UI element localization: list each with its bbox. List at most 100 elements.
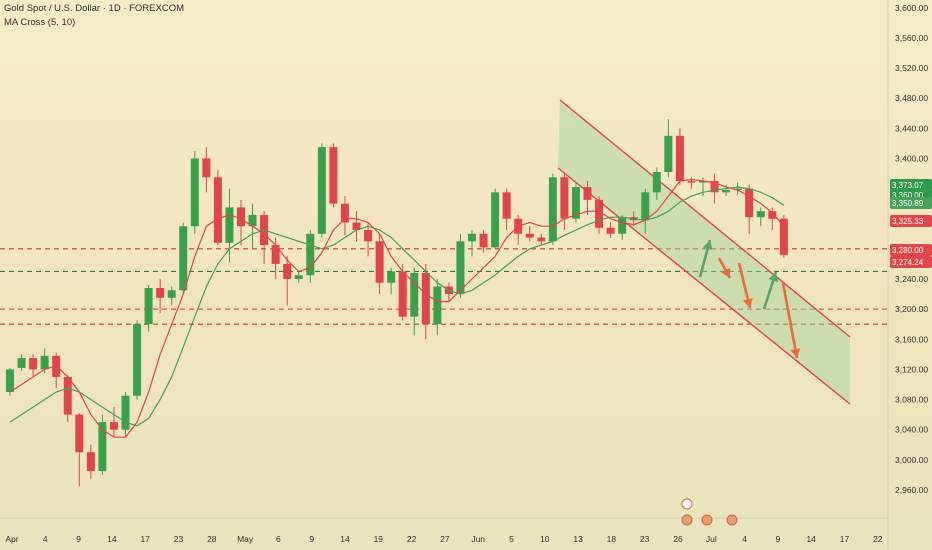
candle-body[interactable]: [167, 290, 176, 298]
y-tick-label: 3,240.00: [895, 274, 928, 284]
candle-body[interactable]: [75, 414, 84, 453]
candle-body[interactable]: [641, 192, 650, 221]
channel-upper-line[interactable]: [559, 99, 851, 338]
candle-body[interactable]: [271, 245, 280, 264]
channel-lower-line[interactable]: [557, 167, 851, 405]
candle-body[interactable]: [433, 286, 442, 325]
x-tick-label: May: [237, 534, 254, 544]
candle-body[interactable]: [756, 211, 765, 218]
x-tick-label: 9: [309, 534, 314, 544]
event-badge-icon[interactable]: [701, 514, 713, 526]
candle-body[interactable]: [548, 177, 557, 242]
symbol-title: Gold Spot / U.S. Dollar · 1D · FOREXCOM: [4, 3, 185, 14]
candle-body[interactable]: [571, 187, 580, 219]
candle-body[interactable]: [144, 288, 153, 325]
candle-body[interactable]: [63, 376, 72, 415]
x-tick-label: 23: [640, 534, 650, 544]
candle-body[interactable]: [6, 369, 14, 392]
candle-body[interactable]: [156, 288, 165, 298]
down-arrow: [781, 282, 799, 359]
candle-body[interactable]: [387, 271, 396, 283]
channel-fill[interactable]: [558, 100, 850, 404]
candle-body[interactable]: [560, 177, 569, 219]
candle-body[interactable]: [652, 172, 661, 193]
candle-body[interactable]: [687, 181, 696, 183]
candle-body[interactable]: [398, 271, 407, 317]
candle-body[interactable]: [364, 230, 373, 242]
event-badge-icon[interactable]: [681, 498, 693, 510]
x-tick-label: 19: [374, 534, 384, 544]
candle-body[interactable]: [190, 158, 199, 227]
candle-body[interactable]: [699, 181, 707, 183]
y-tick-label: 2,960.00: [895, 485, 928, 495]
x-tick-label: 14: [107, 534, 117, 544]
candle-body[interactable]: [468, 233, 476, 242]
candle-body[interactable]: [525, 233, 534, 238]
candle-body[interactable]: [675, 135, 684, 182]
candle-body[interactable]: [109, 422, 118, 430]
candle-body[interactable]: [710, 181, 719, 193]
candle-body[interactable]: [722, 190, 731, 193]
candle-body[interactable]: [340, 203, 349, 223]
candle-body[interactable]: [421, 272, 430, 325]
candle-body[interactable]: [248, 214, 257, 227]
candle-body[interactable]: [606, 227, 615, 234]
candle-body[interactable]: [202, 158, 211, 178]
candle-body[interactable]: [733, 188, 742, 191]
event-badge-icon[interactable]: [681, 514, 693, 526]
candle-body[interactable]: [745, 188, 754, 218]
down-arrow-head: [790, 348, 801, 358]
candle-body[interactable]: [121, 395, 130, 430]
y-tick-label: 3,520.00: [895, 63, 928, 73]
candle-body[interactable]: [294, 275, 303, 279]
x-tick-label: 9: [76, 534, 81, 544]
candle-body[interactable]: [618, 217, 627, 234]
price-label-text: 3,325.33: [892, 217, 924, 226]
candle-body[interactable]: [352, 222, 361, 231]
candle-body[interactable]: [213, 177, 222, 243]
y-tick-label: 3,200.00: [895, 304, 928, 314]
price-label-tag: [890, 179, 932, 191]
price-label-text: 3,280.00: [892, 246, 924, 255]
candle-body[interactable]: [98, 422, 107, 472]
y-tick-label: 3,080.00: [895, 395, 928, 405]
x-tick-label: Jul: [706, 534, 717, 544]
candle-body[interactable]: [29, 358, 38, 370]
candle-body[interactable]: [595, 199, 604, 228]
candle-body[interactable]: [17, 358, 26, 368]
candle-body[interactable]: [225, 207, 234, 243]
candle-body[interactable]: [537, 237, 546, 242]
candle-body[interactable]: [237, 207, 245, 227]
x-tick-label: 28: [207, 534, 217, 544]
candle-body[interactable]: [479, 233, 488, 248]
y-tick-label: 3,600.00: [895, 3, 928, 13]
candle-body[interactable]: [375, 241, 384, 283]
candle-body[interactable]: [86, 452, 95, 472]
x-tick-label: 23: [174, 534, 184, 544]
candle-body[interactable]: [317, 147, 326, 234]
candle-body[interactable]: [491, 192, 500, 248]
candle-body[interactable]: [664, 135, 673, 173]
x-tick-label: 17: [140, 534, 150, 544]
x-tick-label: 13: [573, 534, 583, 544]
candle-body[interactable]: [410, 272, 419, 317]
down-arrow-head: [743, 298, 753, 308]
event-badge-icon[interactable]: [726, 514, 738, 526]
candle-body[interactable]: [502, 192, 511, 219]
candle-body[interactable]: [456, 241, 465, 295]
candle-body[interactable]: [329, 147, 338, 204]
y-tick-label: 3,560.00: [895, 33, 928, 43]
candle-body[interactable]: [40, 355, 49, 370]
candle-body[interactable]: [768, 211, 777, 219]
candle-body[interactable]: [583, 187, 592, 200]
price-label-text: 3,350.89: [892, 199, 924, 208]
price-label-tag: [890, 215, 932, 227]
candle-body[interactable]: [779, 218, 788, 255]
candle-body[interactable]: [306, 233, 315, 276]
candle-body[interactable]: [283, 263, 292, 279]
y-tick-label: 3,160.00: [895, 334, 928, 344]
candle-body[interactable]: [133, 324, 142, 396]
price-label-tag: [890, 244, 932, 256]
candle-body[interactable]: [179, 226, 188, 291]
